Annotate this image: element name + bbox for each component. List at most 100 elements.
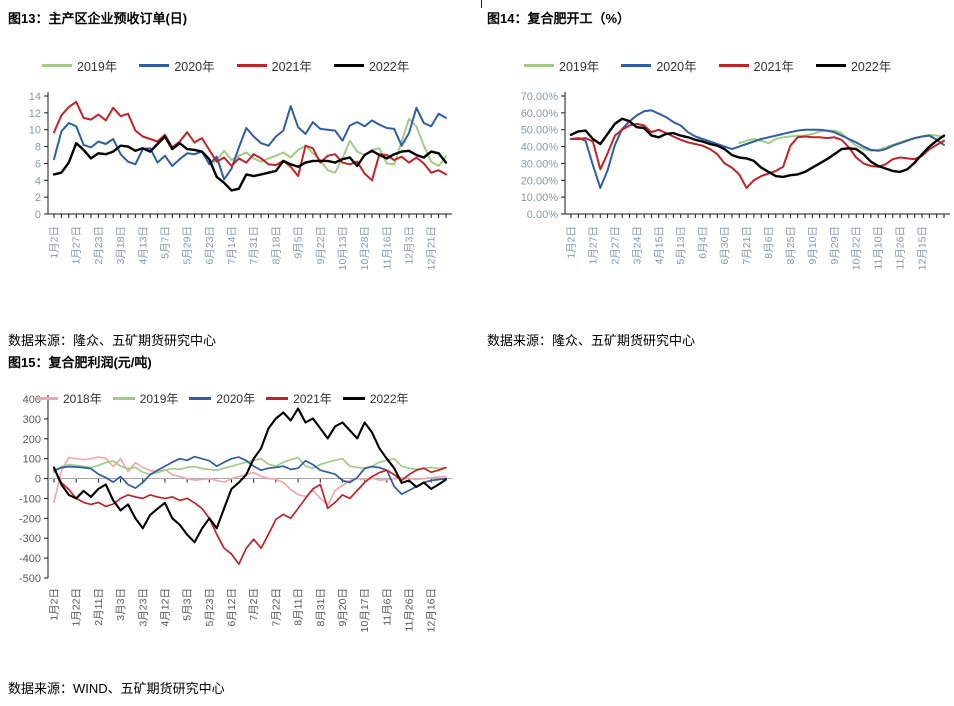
legend-item-2019年: 2019年 — [112, 390, 179, 407]
figure15-source: 数据来源：WIND、五矿期货研究中心 — [8, 681, 225, 696]
legend-line-swatch — [342, 397, 365, 400]
legend-item-2021年: 2021年 — [718, 56, 794, 75]
legend-label: 2020年 — [174, 60, 215, 74]
legend-item-2018年: 2018年 — [36, 390, 102, 407]
figure13-title: 图13：主产区企业预收订单(日) — [8, 11, 188, 26]
series-line-2020年 — [570, 109, 945, 189]
svg-text:1月27日: 1月27日 — [71, 226, 83, 265]
axes — [561, 92, 950, 218]
svg-text:5月7日: 5月7日 — [159, 226, 171, 259]
legend-item-2019年: 2019年 — [524, 56, 599, 75]
legend-line-swatch — [36, 397, 58, 400]
legend-item-2022年: 2022年 — [342, 390, 409, 407]
svg-text:10月22日: 10月22日 — [851, 226, 863, 270]
svg-text:12月3日: 12月3日 — [404, 226, 416, 265]
svg-text:4月15日: 4月15日 — [653, 226, 665, 265]
svg-text:9月29日: 9月29日 — [829, 226, 841, 265]
svg-text:8月6日: 8月6日 — [763, 226, 775, 259]
svg-text:6月4日: 6月4日 — [697, 226, 709, 259]
svg-text:-200: -200 — [19, 513, 41, 525]
legend-line-swatch — [139, 64, 170, 67]
legend-label: 2018年 — [63, 392, 102, 406]
series-line-2022年 — [569, 117, 946, 179]
svg-text:3月23日: 3月23日 — [137, 588, 149, 627]
svg-text:1月2日: 1月2日 — [566, 226, 578, 259]
svg-text:300: 300 — [23, 414, 41, 426]
svg-text:4月12日: 4月12日 — [159, 588, 171, 627]
legend-label: 2019年 — [139, 392, 179, 406]
svg-text:2月23日: 2月23日 — [93, 226, 105, 265]
svg-text:100: 100 — [23, 454, 41, 466]
legend-line-swatch — [524, 64, 554, 67]
svg-text:-100: -100 — [19, 493, 41, 505]
svg-text:12月16日: 12月16日 — [426, 588, 438, 632]
svg-text:8月18日: 8月18日 — [270, 226, 282, 265]
svg-text:5月29日: 5月29日 — [182, 226, 194, 265]
svg-text:3月24日: 3月24日 — [631, 226, 643, 265]
series-line-2022年 — [52, 407, 448, 544]
svg-text:10月17日: 10月17日 — [359, 588, 371, 632]
svg-text:2月27日: 2月27日 — [609, 226, 621, 265]
axes — [44, 92, 452, 218]
svg-text:5月23日: 5月23日 — [204, 588, 216, 627]
legend-line-swatch — [815, 64, 846, 67]
svg-text:1月2日: 1月2日 — [49, 226, 61, 259]
figure15-title: 图15：复合肥利润(元/吨) — [8, 355, 152, 370]
figure14-chart: 0.00% 10.00% 20.00% 30.00% 40.00% 50.00% 60.00… — [521, 91, 950, 270]
svg-text:7月21日: 7月21日 — [741, 226, 753, 265]
legend-item-2021年: 2021年 — [266, 390, 332, 407]
svg-text:40.00%: 40.00% — [521, 142, 559, 154]
legend-label: 2021年 — [293, 392, 332, 406]
svg-text:5月13日: 5月13日 — [675, 226, 687, 265]
svg-text:9月22日: 9月22日 — [315, 226, 327, 265]
legend-item-2020年: 2020年 — [189, 390, 255, 407]
svg-text:2: 2 — [35, 192, 41, 204]
svg-text:11月6日: 11月6日 — [381, 588, 393, 626]
svg-text:60.00%: 60.00% — [521, 108, 559, 120]
svg-text:7月2日: 7月2日 — [248, 588, 260, 621]
figure13-legend: 2019年 2020年 2021年 2022年 — [42, 56, 409, 75]
svg-text:-300: -300 — [19, 533, 41, 545]
series-line-2021年 — [53, 466, 447, 565]
legend-label: 2021年 — [271, 60, 312, 74]
svg-text:9月5日: 9月5日 — [293, 226, 305, 259]
legend-line-swatch — [266, 397, 289, 400]
y-tick-labels: 0.00% 10.00% 20.00% 30.00% 40.00% 50.00% 60.00… — [521, 91, 559, 221]
svg-text:-400: -400 — [19, 553, 41, 565]
svg-text:9月10日: 9月10日 — [807, 226, 819, 265]
svg-text:-500: -500 — [19, 573, 41, 585]
legend-label: 2021年 — [753, 60, 794, 74]
series-line-2021年 — [570, 122, 945, 189]
svg-text:14: 14 — [29, 91, 41, 103]
legend-line-swatch — [189, 397, 212, 400]
svg-text:4月13日: 4月13日 — [137, 226, 149, 265]
series-line-2020年 — [53, 105, 447, 181]
svg-text:200: 200 — [23, 434, 41, 446]
legend-line-swatch — [718, 64, 749, 67]
y-tick-labels: 0 2 4 6 8 10 12 14 — [29, 91, 41, 221]
x-tick-labels: 1月2日 1月27日 2月23日 3月18日 4月13日 5月7日 5月29日 6月23日 7月… — [49, 226, 438, 270]
svg-text:5月3日: 5月3日 — [182, 588, 194, 621]
figure14-title: 图14：复合肥开工（%） — [487, 11, 631, 26]
legend-item-2022年: 2022年 — [815, 56, 891, 75]
legend-line-swatch — [333, 64, 364, 67]
svg-text:6月23日: 6月23日 — [204, 226, 216, 265]
figure13-source: 数据来源：隆众、五矿期货研究中心 — [8, 333, 217, 348]
svg-text:7月14日: 7月14日 — [226, 226, 238, 265]
svg-text:1月22日: 1月22日 — [71, 588, 83, 627]
svg-text:2月11日: 2月11日 — [93, 588, 105, 626]
legend-line-swatch — [236, 64, 267, 67]
svg-text:10月28日: 10月28日 — [359, 226, 371, 270]
legend-label: 2019年 — [77, 60, 118, 74]
legend-item-2021年: 2021年 — [236, 56, 312, 75]
svg-text:1月27日: 1月27日 — [587, 226, 599, 265]
svg-text:3月18日: 3月18日 — [115, 226, 127, 265]
svg-text:8月25日: 8月25日 — [785, 226, 797, 265]
svg-text:6: 6 — [35, 158, 41, 170]
svg-text:8: 8 — [35, 142, 41, 154]
legend-label: 2019年 — [559, 60, 600, 74]
legend-label: 2022年 — [368, 60, 410, 74]
svg-text:11月10日: 11月10日 — [873, 226, 885, 270]
legend-item-2019年: 2019年 — [42, 56, 117, 75]
